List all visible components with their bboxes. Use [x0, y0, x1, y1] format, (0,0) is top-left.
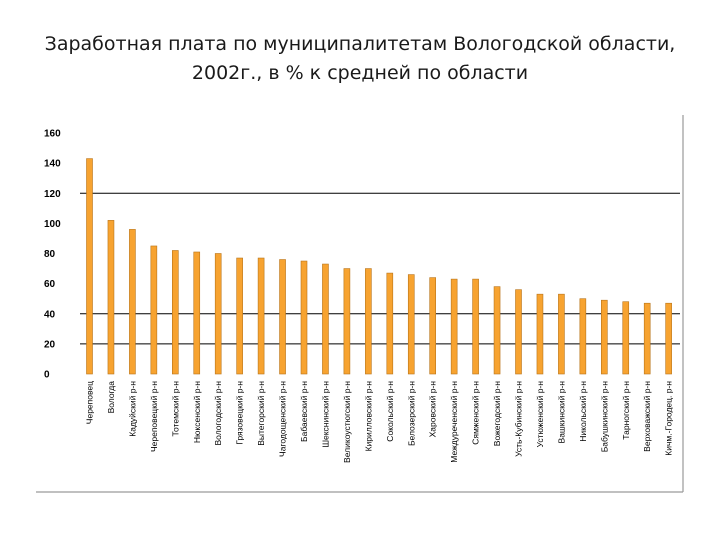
x-category-label: Кирилловский р-н [363, 381, 373, 452]
bar [193, 251, 201, 375]
x-category-label: Тарногский р-н [621, 381, 631, 440]
y-tick-label: 0 [44, 370, 50, 381]
x-category-label: Великоустюгский р-н [342, 381, 352, 463]
x-category-label: Нюксенский р-н [192, 381, 202, 443]
x-category-label: Вологда [106, 381, 116, 414]
x-category-label: Междуреченский р-н [449, 381, 459, 463]
bar [579, 298, 587, 375]
y-tick-label: 20 [44, 339, 56, 350]
x-category-label: Устюженский р-н [535, 381, 545, 448]
x-axis-category-labels: Череповец Вологда Кадуйский р-н Череповецки… [85, 381, 674, 463]
y-tick-label: 120 [44, 189, 61, 200]
x-category-label: Вологодский р-н [213, 381, 223, 446]
x-category-label: Сямженский р-н [471, 381, 481, 445]
bar [407, 274, 415, 375]
bar [622, 301, 630, 375]
y-tick-label: 40 [44, 309, 56, 320]
bar [86, 158, 93, 375]
x-category-label: Бабушкинский р-н [599, 381, 609, 453]
bar [236, 257, 243, 375]
bar [558, 293, 565, 375]
bar [472, 278, 479, 375]
bar [429, 277, 437, 375]
x-category-label: Грязовецкий р-н [235, 381, 245, 445]
bar [279, 259, 286, 375]
y-tick-label: 80 [44, 249, 56, 260]
bar [600, 299, 608, 375]
bar [214, 253, 222, 375]
bar [643, 302, 651, 375]
x-category-label: Вожегодский р-н [492, 381, 502, 447]
bar [107, 220, 115, 375]
bar [300, 260, 308, 375]
x-category-label: Тотемский р-н [170, 381, 180, 437]
y-tick-label: 140 [44, 159, 61, 170]
bar [172, 250, 179, 375]
x-category-label: Чагодощенский р-н [278, 381, 288, 457]
y-tick-label: 100 [44, 219, 61, 230]
chart-title-line1: Заработная плата по муниципалитетам Воло… [44, 33, 676, 55]
y-tick-label: 160 [44, 129, 61, 140]
x-category-label: Шекснинский р-н [320, 381, 330, 448]
bar [536, 293, 544, 375]
bar [665, 302, 672, 375]
y-tick-label: 60 [44, 279, 56, 290]
y-axis-tick-labels: 0 20 40 60 80 100 120 140 160 [44, 129, 61, 381]
chart-title: Заработная плата по муниципалитетам Воло… [0, 30, 720, 88]
x-category-label: Вашкинский р-н [556, 381, 566, 444]
bar [129, 229, 136, 375]
bar [515, 289, 522, 375]
x-category-label: Белозерский р-н [406, 381, 416, 446]
x-category-label: Никольский р-н [578, 381, 588, 442]
bar [450, 278, 458, 375]
gridlines [80, 192, 680, 345]
x-category-label: Череповецкий р-н [149, 381, 159, 452]
bar [386, 272, 394, 375]
chart-title-line2: 2002г., в % к средней по области [191, 62, 529, 84]
x-category-label: Череповец [85, 381, 95, 424]
bar [343, 268, 351, 375]
bar [493, 286, 501, 375]
x-category-label: Бабаевский р-н [299, 381, 309, 442]
x-category-label: Харовский р-н [428, 381, 438, 438]
x-category-label: Верховажский р-н [642, 381, 652, 452]
bars [86, 158, 672, 375]
bar [322, 263, 329, 375]
x-category-label: Кичм.-Городец. р-н [664, 381, 674, 456]
bar [257, 257, 265, 375]
bar [365, 268, 372, 375]
x-category-label: Усть-Кубинский р-н [514, 381, 524, 457]
bar [150, 245, 158, 375]
x-category-label: Кадуйский р-н [127, 381, 137, 437]
x-category-label: Сокольский р-н [385, 381, 395, 442]
x-category-label: Вытегорский р-н [256, 381, 266, 446]
